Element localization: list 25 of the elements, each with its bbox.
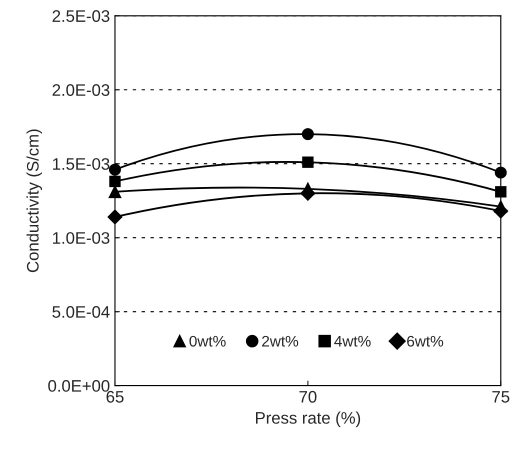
point	[302, 156, 314, 168]
y-axis-title: Conductivity (S/cm)	[26, 129, 42, 272]
point	[108, 210, 122, 224]
x-axis-title: Press rate (%)	[256, 412, 360, 428]
point	[109, 176, 121, 188]
point	[494, 166, 507, 179]
x-tick-label: 75	[492, 391, 510, 403]
y-tick-label: 1.0E-03	[53, 232, 110, 244]
y-tick-label: 2.5E-03	[52, 10, 110, 22]
legend-label: 4wt%	[334, 336, 371, 347]
legend-label: 2wt%	[262, 336, 298, 347]
legend-label: 0wt%	[189, 336, 226, 347]
point	[302, 128, 314, 140]
point	[108, 186, 122, 198]
point	[109, 164, 121, 176]
x-tick-label: 65	[106, 390, 124, 403]
y-tick-label: 2.0E-03	[52, 84, 110, 96]
point	[302, 182, 314, 196]
y-tick-label: 0.0E+00	[48, 380, 110, 392]
x-tick-label: 70	[299, 390, 316, 403]
point	[495, 186, 506, 198]
y-tick-label: 5.0E-04	[52, 306, 110, 318]
legend-label: 6wt%	[407, 336, 444, 347]
y-tick-label: 1.5E-03	[53, 158, 110, 170]
point	[494, 200, 508, 213]
